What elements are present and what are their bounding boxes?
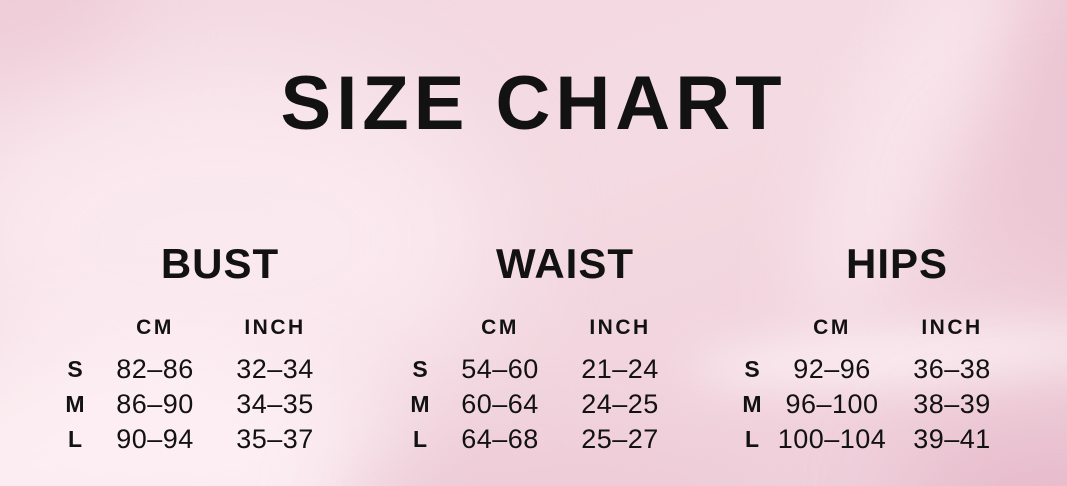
cm-value: 86–90 (116, 389, 194, 419)
column-header-inch: INCH (589, 316, 651, 339)
inch-value: 38–39 (913, 389, 991, 419)
spacer (395, 242, 445, 316)
spacer (727, 316, 777, 352)
cm-value: 64–68 (461, 424, 539, 454)
size-label: M (742, 391, 762, 417)
spacer (50, 316, 100, 352)
page-title: SIZE CHART (280, 61, 787, 146)
size-label: M (410, 391, 430, 417)
size-label: M (65, 391, 85, 417)
inch-value: 32–34 (236, 354, 314, 384)
cm-value: 54–60 (461, 354, 539, 384)
inch-value: 24–25 (581, 389, 659, 419)
cm-value: 82–86 (116, 354, 194, 384)
spacer (395, 316, 445, 352)
section-waist: WAIST CM INCH S 54–60 21–24 M 60–64 24–2… (395, 242, 685, 457)
cm-value: 96–100 (785, 389, 879, 419)
spacer (50, 242, 100, 316)
column-header-cm: CM (481, 316, 519, 339)
size-label: L (67, 426, 83, 452)
inch-value: 34–35 (236, 389, 314, 419)
bust-table: BUST CM INCH S 82–86 32–34 M 86–90 34–35… (50, 242, 340, 457)
cm-value: 60–64 (461, 389, 539, 419)
column-header-cm: CM (136, 316, 174, 339)
size-label: L (744, 426, 760, 452)
inch-value: 35–37 (236, 424, 314, 454)
size-label: S (412, 356, 428, 382)
cm-value: 90–94 (116, 424, 194, 454)
spacer (727, 242, 777, 316)
inch-value: 36–38 (913, 354, 991, 384)
column-header-inch: INCH (921, 316, 983, 339)
waist-table: WAIST CM INCH S 54–60 21–24 M 60–64 24–2… (395, 242, 685, 457)
section-hips: HIPS CM INCH S 92–96 36–38 M 96–100 38–3… (727, 242, 1017, 457)
size-label: L (412, 426, 428, 452)
cm-value: 92–96 (793, 354, 871, 384)
cm-value: 100–104 (777, 424, 887, 454)
section-bust: BUST CM INCH S 82–86 32–34 M 86–90 34–35… (50, 242, 340, 457)
column-header-cm: CM (813, 316, 851, 339)
size-label: S (67, 356, 83, 382)
inch-value: 21–24 (581, 354, 659, 384)
section-title-waist: WAIST (496, 240, 634, 287)
inch-value: 39–41 (913, 424, 991, 454)
hips-table: HIPS CM INCH S 92–96 36–38 M 96–100 38–3… (727, 242, 1017, 457)
size-label: S (744, 356, 760, 382)
inch-value: 25–27 (581, 424, 659, 454)
column-header-inch: INCH (244, 316, 306, 339)
section-title-hips: HIPS (845, 240, 949, 287)
section-title-bust: BUST (160, 240, 280, 287)
